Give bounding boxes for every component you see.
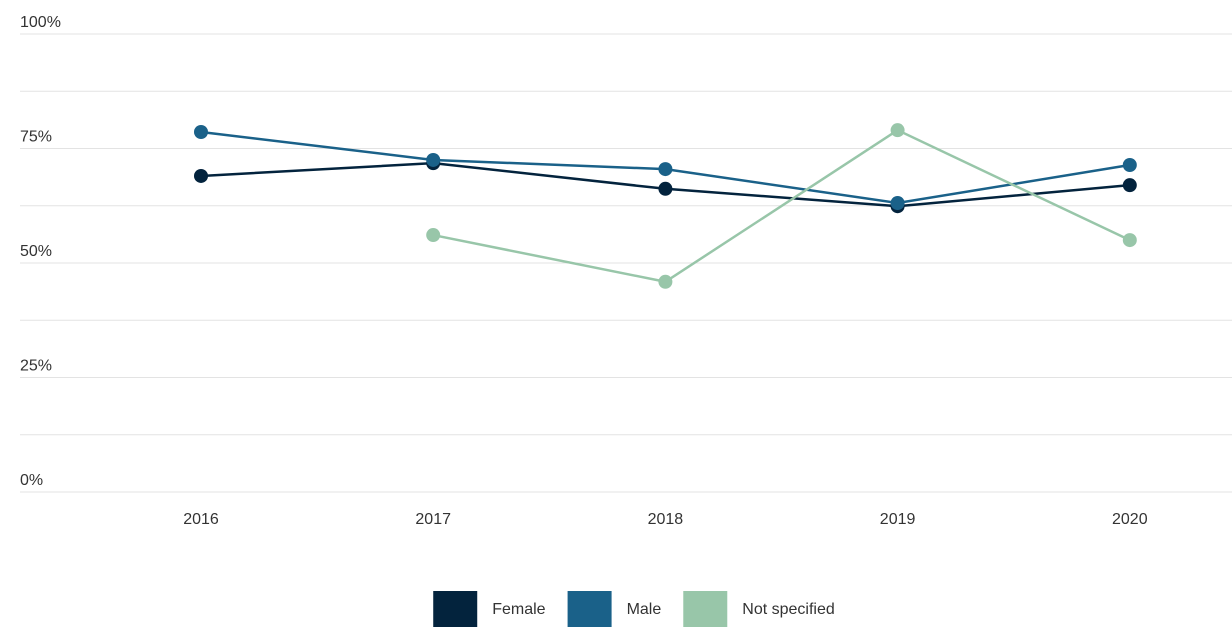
point	[1122, 178, 1137, 193]
point	[658, 162, 673, 177]
y-tick-label: 75%	[20, 129, 52, 146]
series-line	[432, 128, 1131, 284]
point	[194, 168, 208, 183]
y-tick-label: 50%	[20, 243, 52, 260]
x-tick-label: 2017	[415, 511, 451, 528]
point	[426, 152, 441, 167]
x-tick-label: 2020	[1112, 511, 1148, 528]
legend-swatch	[683, 591, 728, 627]
x-tick-label: 2019	[880, 511, 916, 528]
x-tick-label: 2018	[648, 511, 684, 528]
point	[890, 196, 905, 211]
point	[194, 125, 208, 140]
y-tick-label: 25%	[20, 358, 52, 375]
legend-swatch	[433, 591, 478, 627]
point	[1122, 233, 1137, 248]
x-tick-label: 2016	[183, 511, 219, 528]
point	[426, 228, 441, 243]
y-tick-label: 100%	[20, 14, 61, 31]
point	[890, 123, 905, 138]
point	[658, 181, 673, 196]
legend-swatch	[567, 591, 612, 627]
point	[658, 274, 673, 289]
legend-label: Not specified	[742, 601, 835, 618]
point	[1122, 157, 1137, 172]
legend-label: Male	[627, 601, 662, 618]
y-tick-label: 0%	[20, 472, 43, 489]
legend-label: Female	[492, 601, 545, 618]
